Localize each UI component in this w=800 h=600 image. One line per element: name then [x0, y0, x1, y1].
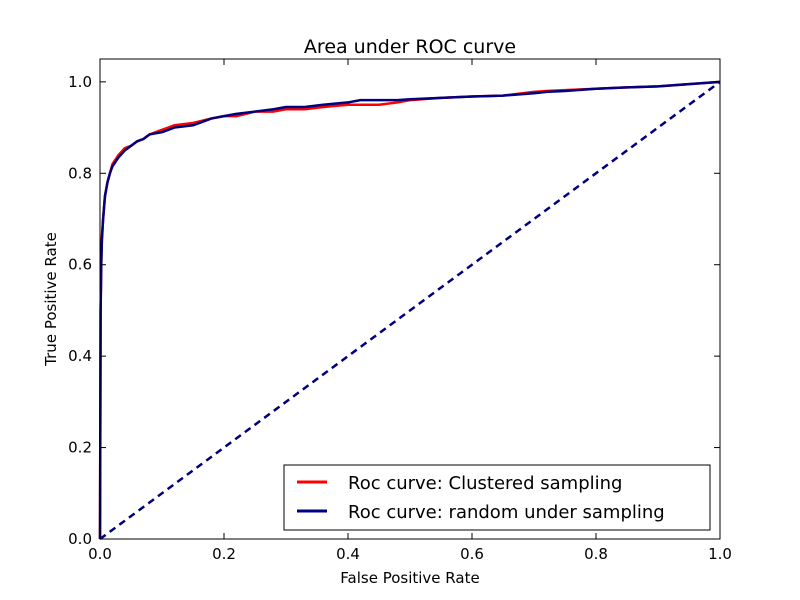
legend: Roc curve: Clustered sampling Roc curve:… [283, 464, 711, 531]
series-layer [98, 80, 721, 541]
legend-label-clustered: Roc curve: Clustered sampling [348, 473, 622, 494]
x-tick-label-5: 1.0 [708, 545, 732, 563]
ticks-layer: 0.0 0.2 0.4 0.6 0.8 1.0 0.0 0.2 0.4 0.6 0.8 1.0 [68, 59, 732, 563]
series-line-1 [98, 80, 721, 540]
legend-label-random: Roc curve: random under sampling [348, 502, 665, 523]
series-line-2 [99, 80, 721, 541]
x-tick-label-2: 0.4 [336, 545, 360, 563]
x-axis-label: False Positive Rate [340, 569, 479, 587]
y-tick-label-4: 0.8 [68, 164, 92, 182]
y-axis-label: True Positive Rate [42, 232, 60, 367]
y-tick-label-3: 0.6 [68, 256, 92, 274]
y-tick-label-2: 0.4 [68, 347, 92, 365]
y-tick-label-5: 1.0 [68, 73, 92, 91]
y-tick-label-1: 0.2 [68, 439, 92, 457]
x-tick-label-4: 0.8 [584, 545, 608, 563]
x-tick-label-3: 0.6 [460, 545, 484, 563]
chart-title: Area under ROC curve [304, 36, 516, 58]
legend-frame [283, 464, 711, 531]
plot-frame [99, 58, 721, 540]
x-tick-label-1: 0.2 [212, 545, 236, 563]
x-tick-label-0: 0.0 [88, 545, 112, 563]
y-tick-label-0: 0.0 [68, 530, 92, 548]
